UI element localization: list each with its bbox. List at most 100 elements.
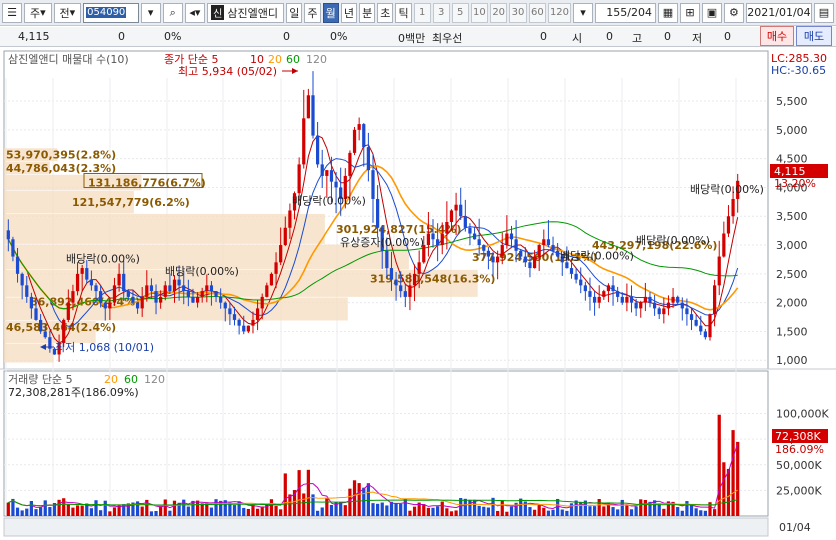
candle-body — [574, 273, 578, 280]
candle-body — [43, 331, 47, 338]
volume-bar — [694, 508, 698, 516]
interval-5[interactable]: 5 — [451, 2, 469, 23]
volume-bar — [412, 506, 417, 516]
candle-body — [366, 147, 370, 171]
stock-code-value: 054090 — [86, 7, 127, 18]
period-tick[interactable]: 틱 — [395, 2, 412, 23]
volume-bar — [94, 500, 98, 516]
volume-bar — [357, 483, 361, 516]
sell-button[interactable]: 매도 — [796, 26, 832, 46]
volume-bar — [274, 506, 278, 516]
candle-body — [371, 170, 375, 199]
volume-bar — [560, 509, 564, 516]
interval-120[interactable]: 120 — [548, 2, 571, 23]
chart-area[interactable]: 53,970,395(2.8%) 44,786,043(2.3%) 131,186,… — [0, 48, 836, 537]
period-year[interactable]: 년 — [340, 2, 358, 23]
main-legend-ma20: 20 — [268, 53, 282, 66]
volume-bar — [634, 506, 638, 516]
gear-icon[interactable]: ⚙ — [723, 2, 744, 23]
volume-bar — [195, 500, 200, 516]
volume-bar — [34, 509, 38, 516]
candle-body — [486, 250, 491, 257]
volume-bar — [551, 509, 555, 516]
search-icon[interactable]: ⌕ — [162, 2, 183, 23]
candle-body — [172, 279, 177, 292]
volume-bar — [699, 510, 703, 516]
interval-3[interactable]: 3 — [432, 2, 450, 23]
volume-bar — [569, 503, 574, 516]
volume-bar — [546, 510, 551, 516]
period-week[interactable]: 주 — [304, 2, 321, 23]
candle-body — [209, 285, 214, 292]
candle-body — [579, 279, 583, 286]
period-minute[interactable]: 분 — [359, 2, 376, 23]
lc-label: LC:285.30 — [771, 52, 827, 65]
buy-button[interactable]: 매수 — [760, 26, 794, 46]
type-select-2[interactable]: 전 ▾ — [53, 2, 82, 23]
volume-bar — [15, 507, 20, 516]
time-axis[interactable] — [3, 517, 769, 537]
candle-body — [477, 239, 481, 246]
volume-bar — [556, 498, 560, 516]
volume-bar — [454, 510, 458, 516]
period-day[interactable]: 일 — [286, 2, 303, 23]
volume-bar — [380, 502, 384, 516]
volume-profile-band — [4, 190, 134, 214]
candle-body — [177, 279, 181, 286]
code-dropdown-button[interactable]: ▾ — [140, 2, 161, 23]
volume-bar — [620, 499, 624, 516]
calendar-icon[interactable]: ▤ — [814, 2, 834, 23]
interval-30[interactable]: 30 — [509, 2, 527, 23]
candle-body — [159, 296, 163, 303]
interval-dropdown[interactable]: ▾ — [572, 2, 593, 23]
speaker-icon[interactable]: ◂▾ — [184, 2, 206, 23]
date-field[interactable]: 2021/01/04 — [745, 2, 812, 23]
volume-tick-label: 50,000K — [776, 459, 822, 472]
interval-1[interactable]: 1 — [413, 2, 431, 23]
type-select[interactable]: 주 ▾ — [24, 2, 52, 23]
volume-value-label: 72,308,281주(186.09%) — [8, 386, 139, 399]
hc-label: HC:-30.65 — [771, 64, 826, 77]
volume-bar — [57, 499, 61, 516]
candle-body — [325, 170, 329, 176]
price-tick-label: 3,000 — [776, 239, 808, 252]
candle-body — [62, 319, 66, 343]
event-label: 배당락(0.00%) — [690, 183, 764, 196]
candle-body — [288, 210, 292, 228]
toolbar: ☰ 주 ▾ 전 ▾ 054090 ▾ ⌕ ◂▾ 신 삼진엘앤디 일 주 월 년 분 초… — [0, 0, 836, 26]
candle-body — [362, 124, 366, 148]
interval-20[interactable]: 20 — [490, 2, 508, 23]
candle-body — [431, 233, 435, 240]
menu-icon[interactable]: ☰ — [2, 2, 22, 23]
volume-bar — [135, 501, 140, 516]
save-icon[interactable]: ▣ — [701, 2, 722, 23]
chart-settings-icon[interactable]: ⊞ — [679, 2, 700, 23]
volume-bar — [385, 505, 389, 516]
stock-chart-svg[interactable]: 53,970,395(2.8%)44,786,043(2.3%) 131,186,… — [0, 48, 836, 537]
volume-bar — [362, 487, 366, 516]
candle-body — [556, 250, 560, 257]
volume-profile-highlight — [83, 173, 203, 189]
page-counter[interactable]: 155/204 — [594, 2, 656, 23]
stock-code-input[interactable]: 054090 — [83, 2, 139, 23]
volume-bar — [154, 511, 158, 516]
period-month[interactable]: 월 — [322, 2, 339, 23]
candle-body — [219, 296, 223, 303]
volume-bar — [537, 504, 541, 516]
price-tick-label: 4,000 — [776, 181, 808, 194]
candle-body — [629, 296, 634, 303]
volume-bar — [625, 504, 629, 516]
volume-bar — [168, 510, 172, 516]
candle-body — [11, 239, 15, 257]
period-second[interactable]: 초 — [377, 2, 394, 23]
interval-60[interactable]: 60 — [528, 2, 546, 23]
candle-body — [163, 285, 167, 297]
candle-body — [246, 325, 250, 332]
candle-body — [703, 331, 707, 338]
volume-bar — [20, 510, 24, 516]
volume-bar — [219, 500, 223, 516]
grid-icon[interactable]: ▦ — [657, 2, 678, 23]
interval-10[interactable]: 10 — [470, 2, 489, 23]
change-rate-2: 0% — [330, 30, 348, 43]
stock-name-field[interactable]: 신 삼진엘앤디 — [207, 2, 285, 23]
